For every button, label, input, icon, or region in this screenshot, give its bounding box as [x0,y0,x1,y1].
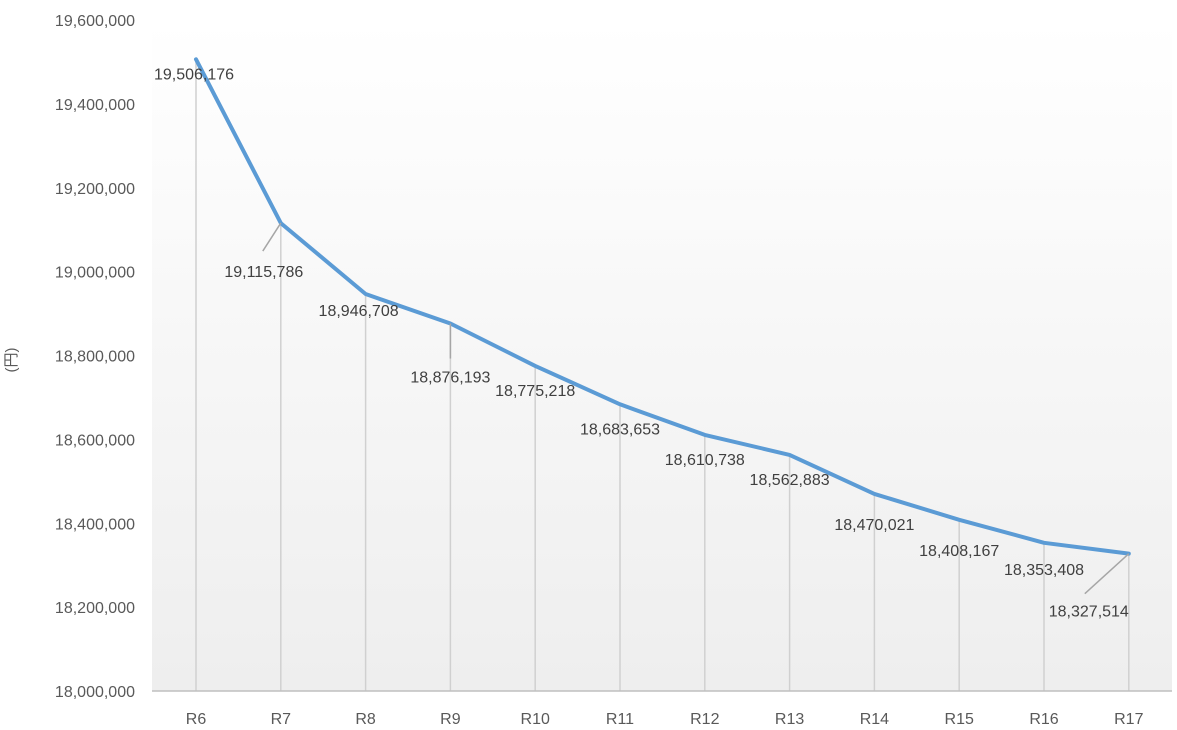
data-label: 18,946,708 [319,303,399,320]
x-tick-label: R11 [606,711,634,728]
data-label: 18,327,514 [1049,604,1129,621]
data-label: 18,562,883 [750,472,830,489]
y-tick-label: 19,600,000 [55,13,135,30]
data-label: 19,115,786 [224,264,303,281]
x-tick-label: R12 [690,711,719,728]
x-tick-label: R13 [775,711,804,728]
x-tick-label: R7 [271,711,292,728]
leader-lines [262,222,1130,595]
leader-line [1084,553,1130,595]
data-label: 18,775,218 [495,383,575,400]
data-label: 19,506,176 [154,66,234,83]
x-tick-label: R6 [186,711,207,728]
data-label: 18,610,738 [665,452,745,469]
data-label: 18,876,193 [410,370,490,387]
data-label: 18,408,167 [919,543,999,560]
y-tick-labels: 18,000,000 18,200,000 18,400,000 18,600,000… [55,13,135,701]
data-label: 18,353,408 [1004,562,1084,579]
x-tick-label: R10 [521,711,550,728]
x-tick-label: R16 [1029,711,1058,728]
y-tick-label: 18,800,000 [55,349,135,366]
data-labels: 19,506,176 19,115,786 18,946,708 18,876,193… [154,66,1129,620]
y-tick-label: 19,000,000 [55,265,135,282]
y-tick-label: 18,000,000 [55,684,135,701]
data-label: 18,683,653 [580,421,660,438]
y-tick-label: 18,600,000 [55,432,135,449]
plot-area-background [152,20,1172,691]
leader-line [262,222,282,252]
y-axis-title: (円) [3,348,20,373]
y-tick-label: 19,400,000 [55,97,135,114]
x-tick-label: R15 [945,711,974,728]
x-tick-label: R14 [860,711,889,728]
series-line-group [194,57,1131,556]
x-tick-label: R17 [1114,711,1143,728]
data-label: 18,470,021 [834,517,914,534]
y-tick-label: 18,400,000 [55,516,135,533]
y-tick-label: 18,200,000 [55,600,135,617]
x-tick-label: R8 [355,711,376,728]
x-tick-labels: R6 R7 R8 R9 R10 R11 R12 R13 R14 R15 R16 R17 [186,711,1144,728]
x-tick-label: R9 [440,711,461,728]
series-line [194,57,1131,556]
y-tick-label: 19,200,000 [55,181,135,198]
drop-lines [195,59,1130,691]
